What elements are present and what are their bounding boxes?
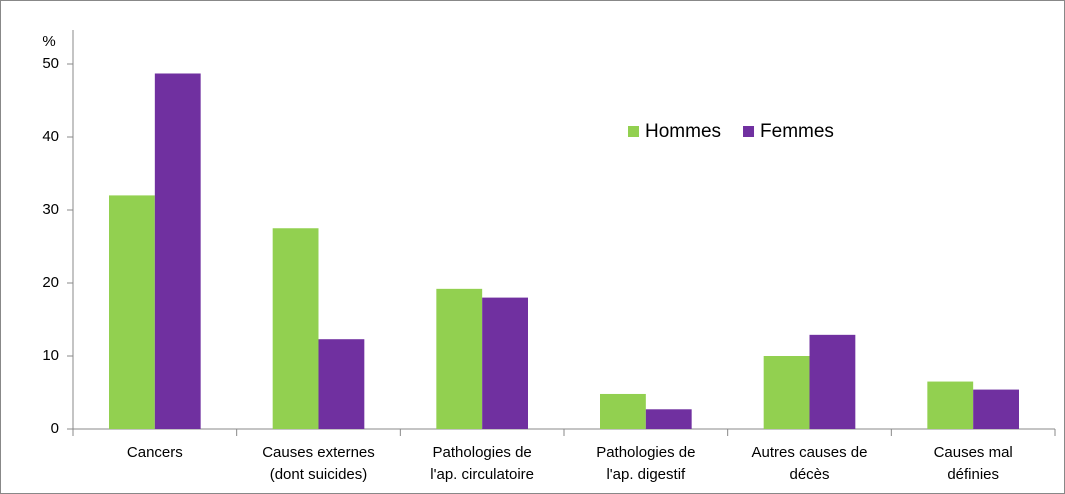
bar [645,409,692,429]
bar [272,228,319,429]
legend-label: Femmes [760,121,834,142]
bar [927,381,974,429]
x-tick-label: Causes externes [262,444,375,461]
y-axis-label: % [42,33,55,50]
x-tick-label: Pathologies de [433,444,532,461]
y-tick-label: 30 [42,201,59,218]
y-tick-label: 20 [42,274,59,291]
x-tick-label: (dont suicides) [270,466,368,483]
x-tick-label: Causes mal [934,444,1013,461]
x-tick-label: Pathologies de [596,444,695,461]
x-tick-label: Cancers [127,444,183,461]
y-tick-label: 40 [42,128,59,145]
bar [600,393,646,429]
y-tick-label: 50 [42,55,59,72]
x-tick-label: l'ap. circulatoire [430,466,534,483]
legend: Hommes Femmes [628,121,834,142]
legend-label: Hommes [645,121,721,142]
x-tick-label: l'ap. digestif [606,466,686,483]
legend-swatch [628,126,639,137]
x-tick-label: Autres causes de [752,444,868,461]
bar [973,389,1019,429]
y-tick-label: 0 [51,420,59,437]
bar [809,334,856,429]
x-tick-label: définies [947,466,999,483]
legend-swatch [743,126,755,137]
bar [154,73,201,430]
bar [763,356,810,429]
y-tick-label: 10 [42,347,59,364]
bar [109,195,155,429]
x-tick-label: décès [789,466,829,483]
bar [482,297,528,429]
bar [436,288,483,429]
bar [318,339,365,429]
